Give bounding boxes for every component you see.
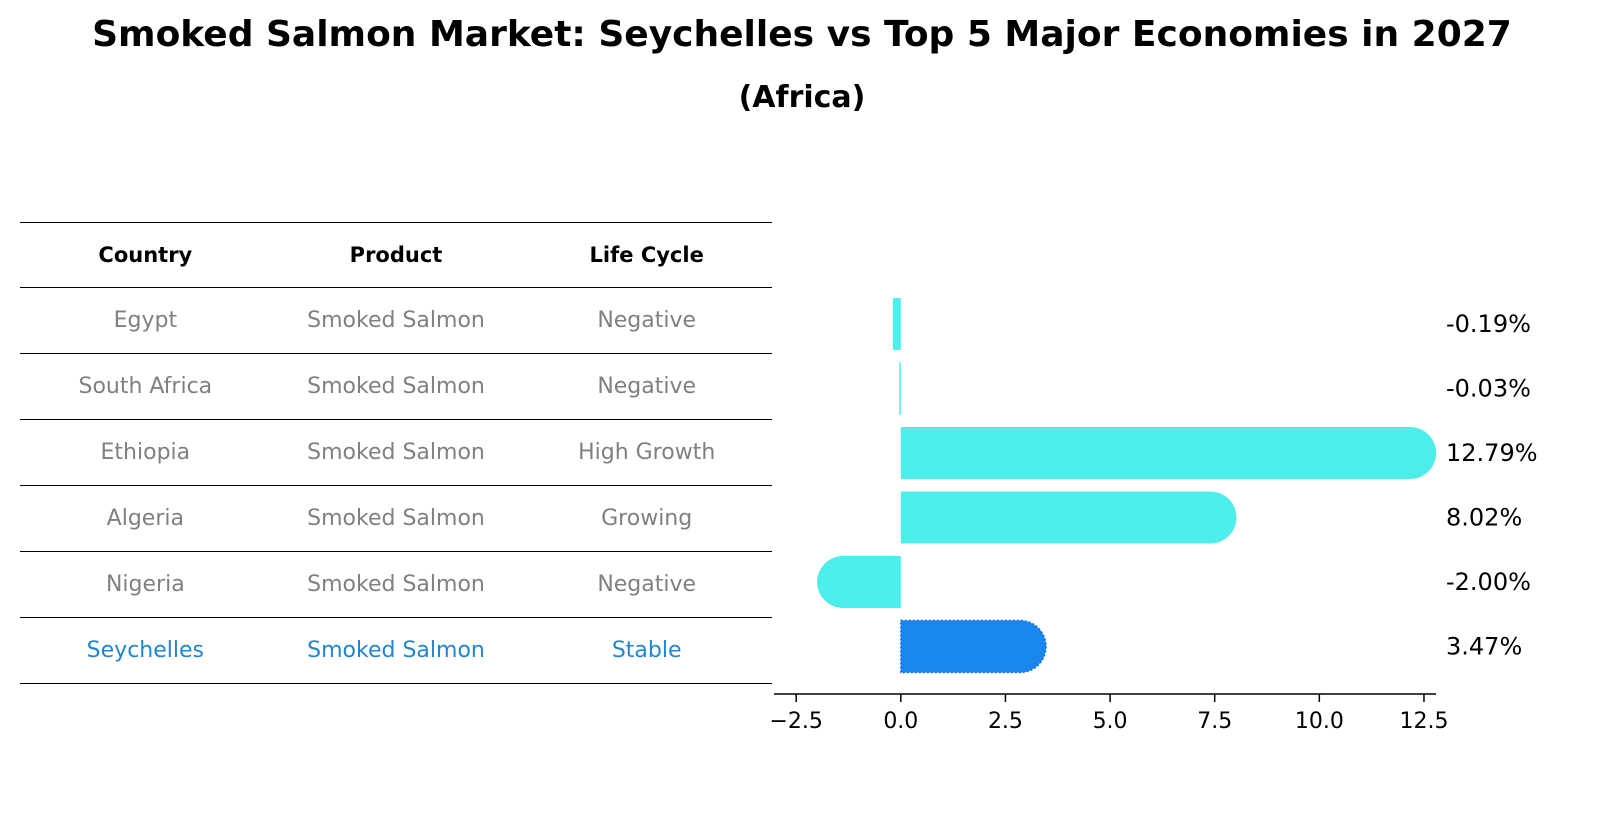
product-cell: Smoked Salmon [307, 506, 485, 531]
country-cell: Nigeria [105, 572, 185, 597]
bar-seychelles [900, 619, 1047, 674]
life-cycle-cell: Stable [611, 638, 682, 663]
value-label: 12.79% [1446, 439, 1538, 467]
product-cell: Smoked Salmon [307, 308, 485, 333]
life-cycle-cell: Negative [597, 572, 697, 597]
country-cell: Seychelles [86, 638, 204, 663]
bar-algeria [900, 491, 1237, 544]
table-row: Algeria Smoked Salmon Growing [20, 486, 772, 552]
x-tick-label: 10.0 [1295, 709, 1344, 734]
chart-title: Smoked Salmon Market: Seychelles vs Top … [92, 14, 1512, 55]
bar-south-africa [899, 362, 901, 415]
bar-chart: -0.19% -0.03% 12.79% 8.02% -2.00% 3.47% −2.5 0.… [769, 298, 1538, 734]
country-cell: Ethiopia [100, 440, 191, 465]
data-table: Country Product Life Cycle Egypt Smoked … [20, 222, 772, 684]
table-header-row: Country Product Life Cycle [20, 222, 772, 288]
x-tick-label: 5.0 [1093, 709, 1128, 734]
product-cell: Smoked Salmon [307, 374, 485, 399]
table-row: Egypt Smoked Salmon Negative [20, 288, 772, 354]
life-cycle-cell: Negative [597, 374, 697, 399]
bar-ethiopia [900, 427, 1437, 479]
country-cell: Egypt [113, 308, 178, 333]
table-row: South Africa Smoked Salmon Negative [20, 354, 772, 420]
table-row-highlighted: Seychelles Smoked Salmon Stable [20, 618, 772, 684]
table-row: Nigeria Smoked Salmon Negative [20, 552, 772, 618]
value-label: -0.19% [1446, 310, 1531, 338]
bar-egypt [892, 298, 901, 350]
header-life-cycle: Life Cycle [589, 243, 704, 267]
x-tick-label: −2.5 [769, 709, 822, 734]
x-tick-label: 0.0 [883, 709, 918, 734]
chart-subtitle: (Africa) [738, 80, 866, 115]
life-cycle-cell: Negative [597, 308, 697, 333]
x-tick-label: 12.5 [1399, 709, 1448, 734]
x-tick-label: 7.5 [1197, 709, 1232, 734]
country-cell: South Africa [78, 374, 213, 399]
value-label: -2.00% [1446, 568, 1531, 596]
bar-nigeria [817, 556, 901, 608]
life-cycle-cell: High Growth [578, 440, 716, 465]
country-cell: Algeria [106, 506, 184, 531]
value-label: -0.03% [1446, 375, 1531, 403]
life-cycle-cell: Growing [601, 506, 693, 531]
value-label: 3.47% [1446, 633, 1522, 661]
value-label: 8.02% [1446, 504, 1522, 532]
product-cell: Smoked Salmon [307, 638, 485, 663]
table-row: Ethiopia Smoked Salmon High Growth [20, 420, 772, 486]
header-country: Country [98, 243, 193, 267]
product-cell: Smoked Salmon [307, 572, 485, 597]
product-cell: Smoked Salmon [307, 440, 485, 465]
x-tick-label: 2.5 [988, 709, 1023, 734]
header-product: Product [349, 243, 443, 267]
